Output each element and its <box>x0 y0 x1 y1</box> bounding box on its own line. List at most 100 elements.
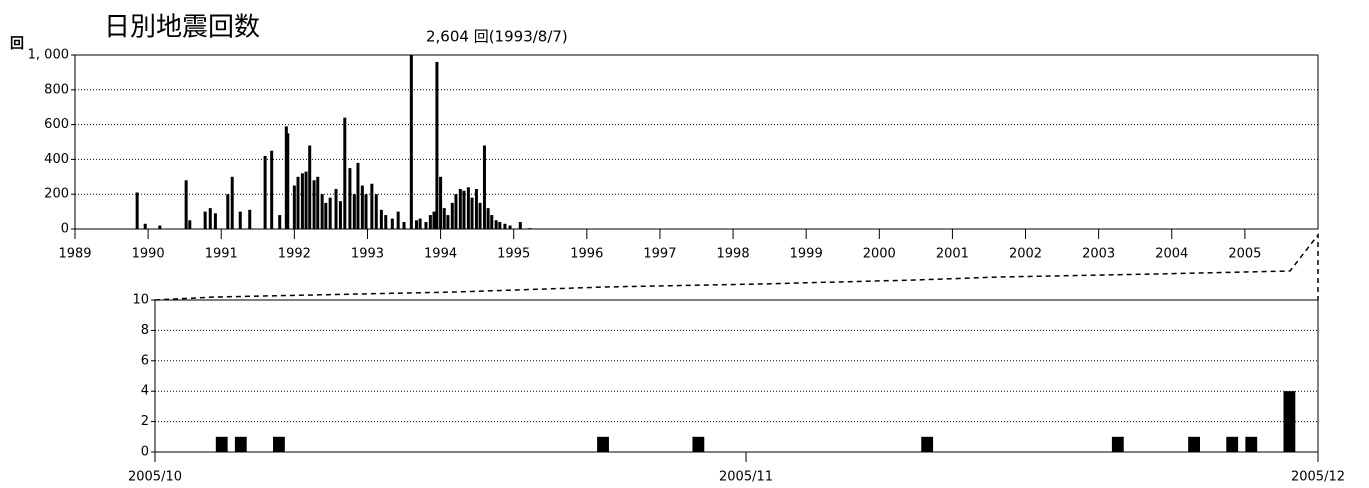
x-tick-label: 1998 <box>717 247 750 262</box>
y-axis-unit: 回 <box>10 36 24 52</box>
annotation: 2,604 回(1993/8/7) <box>426 28 568 46</box>
bar <box>328 197 332 229</box>
y-tick-label: 0 <box>61 222 69 237</box>
bar <box>352 194 356 229</box>
bar <box>334 188 338 229</box>
bar <box>360 185 364 229</box>
y-tick-label: 4 <box>141 384 149 399</box>
bars <box>135 55 532 229</box>
y-tick-label: 200 <box>44 187 69 202</box>
bar <box>238 211 242 229</box>
x-tick-label: 2005 <box>1228 247 1261 262</box>
bar <box>370 183 374 229</box>
bar <box>348 168 352 229</box>
bar <box>435 61 439 229</box>
x-tick-label: 1997 <box>643 247 676 262</box>
bar <box>482 145 486 229</box>
plot-frame <box>74 54 1319 230</box>
bar <box>486 208 490 229</box>
bar <box>203 211 207 229</box>
bar <box>439 176 443 229</box>
bar <box>308 145 312 229</box>
bar <box>286 133 290 229</box>
x-tick-label: 1990 <box>132 247 165 262</box>
bar <box>158 225 162 229</box>
bar <box>263 155 267 229</box>
x-tick-label: 2005/11 <box>719 470 773 485</box>
plot-frame <box>154 299 1319 453</box>
bar <box>470 197 474 229</box>
bar <box>466 187 470 229</box>
bar <box>374 194 378 229</box>
y-tick-label: 8 <box>141 323 149 338</box>
bar <box>188 220 192 229</box>
bar <box>270 150 274 229</box>
bar <box>184 180 188 229</box>
bars <box>215 391 1296 452</box>
bar <box>143 223 147 229</box>
bar <box>518 222 522 229</box>
bar <box>414 220 418 229</box>
y-tick-label: 6 <box>141 353 149 368</box>
bar <box>1283 391 1296 452</box>
bar <box>215 436 228 452</box>
x-tick-label: 2001 <box>936 247 969 262</box>
x-tick-label: 1993 <box>351 247 384 262</box>
bar <box>921 436 934 452</box>
bar <box>424 222 428 229</box>
bar <box>692 436 705 452</box>
bar <box>278 215 282 229</box>
bar <box>458 188 462 229</box>
bar <box>462 190 466 229</box>
y-tick-label: 10 <box>132 293 149 308</box>
bar <box>356 162 360 229</box>
bar <box>379 209 383 229</box>
bar <box>208 208 212 229</box>
bar <box>1188 436 1200 452</box>
bar <box>409 55 413 229</box>
bar <box>418 218 422 229</box>
bar <box>446 215 450 229</box>
bar <box>320 194 324 229</box>
bar <box>230 176 234 229</box>
bar <box>1226 436 1239 452</box>
x-tick-label: 2004 <box>1155 247 1188 262</box>
bar <box>503 223 507 229</box>
y-tick-label: 1, 000 <box>28 48 69 63</box>
bar <box>432 211 436 229</box>
bar <box>304 171 308 229</box>
bar <box>498 222 502 229</box>
bar <box>226 194 230 229</box>
bar <box>312 180 316 229</box>
bar <box>273 436 285 452</box>
bar <box>248 209 252 229</box>
bar <box>402 222 406 229</box>
bar <box>234 436 247 452</box>
bar <box>474 188 478 229</box>
bar <box>494 220 498 229</box>
bar <box>324 202 328 229</box>
bar <box>450 202 454 229</box>
x-tick-label: 2005/12 <box>1291 470 1345 485</box>
bar <box>442 208 446 229</box>
x-tick-label: 1992 <box>278 247 311 262</box>
bar <box>428 215 432 229</box>
bar <box>390 218 394 229</box>
y-tick-label: 400 <box>44 152 69 167</box>
bar <box>508 225 512 229</box>
x-tick-label: 1989 <box>58 247 91 262</box>
y-tick-label: 2 <box>141 414 149 429</box>
bar <box>454 194 458 229</box>
x-tick-label: 1995 <box>497 247 530 262</box>
bar <box>597 436 609 452</box>
bar <box>135 192 139 229</box>
x-tick-label: 2003 <box>1082 247 1115 262</box>
bar <box>292 185 296 229</box>
bar <box>343 117 347 229</box>
bar <box>296 176 300 229</box>
x-tick-label: 2002 <box>1009 247 1042 262</box>
chart-title: 日別地震回数 <box>104 13 260 43</box>
x-tick-label: 1994 <box>424 247 457 262</box>
y-tick-label: 0 <box>141 445 149 460</box>
